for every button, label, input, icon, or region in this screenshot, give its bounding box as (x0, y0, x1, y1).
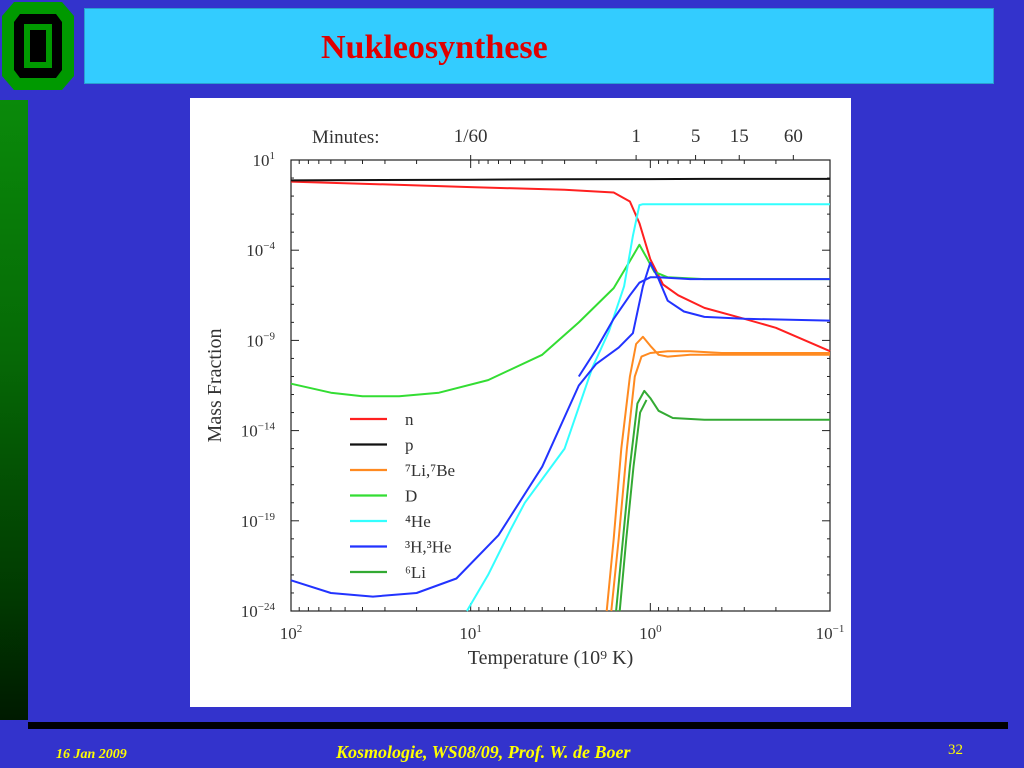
x-tick-label: 101 (459, 623, 482, 643)
top-axis-tick-label: 1/60 (454, 126, 488, 147)
legend-label: p (405, 436, 414, 455)
legend-label: n (405, 410, 414, 429)
series-line (466, 203, 830, 612)
series-line (290, 180, 831, 353)
title-bar: Nukleosynthese (84, 8, 994, 84)
y-tick-label: 101 (253, 150, 276, 170)
legend-label: ³H,³He (405, 538, 452, 557)
series-line (290, 177, 830, 182)
series-line (290, 261, 831, 598)
university-logo (2, 2, 74, 90)
series-line (610, 350, 830, 612)
sidebar-gradient-bar (0, 100, 28, 720)
x-tick-label: 10−1 (816, 623, 845, 643)
slide-title: Nukleosynthese (321, 29, 548, 66)
y-axis-label: Mass Fraction (204, 329, 226, 443)
legend-label: D (405, 487, 417, 506)
footer-course: Kosmologie, WS08/09, Prof. W. de Boer (336, 742, 631, 762)
series-line (577, 276, 830, 378)
y-tick-label: 10−24 (241, 601, 276, 621)
footer-divider (28, 722, 1008, 729)
legend-label: ⁴He (405, 512, 431, 531)
page-number: 32 (948, 742, 963, 758)
top-axis-label: Minutes: (312, 127, 380, 148)
nucleosynthesis-chart: 102 101 100 10−1 101 10−4 10−9 10−14 10−19 10−24 M… (204, 126, 845, 669)
series-line (290, 243, 830, 398)
x-axis-label: Temperature (10⁹ K) (468, 647, 634, 669)
series-line (618, 399, 648, 612)
x-tick-label: 102 (280, 623, 303, 643)
series-line (615, 389, 830, 612)
chart-panel: 102 101 100 10−1 101 10−4 10−9 10−14 10−19 10−24 M… (190, 98, 851, 707)
x-tick-label: 100 (639, 623, 662, 643)
top-axis-tick-label: 60 (784, 126, 803, 147)
y-tick-label: 10−4 (246, 240, 275, 260)
legend-label: ⁶Li (405, 563, 426, 582)
legend-label: ⁷Li,⁷Be (405, 461, 455, 480)
y-tick-label: 10−19 (241, 511, 276, 531)
series-line (605, 335, 830, 612)
top-axis-tick-label: 1 (631, 126, 641, 147)
y-tick-label: 10−14 (241, 421, 276, 441)
y-tick-label: 10−9 (246, 330, 275, 350)
top-axis-tick-label: 5 (691, 126, 701, 147)
top-axis-tick-label: 15 (730, 126, 749, 147)
footer-date: 16 Jan 2009 (56, 747, 127, 762)
plot-frame (290, 159, 831, 612)
